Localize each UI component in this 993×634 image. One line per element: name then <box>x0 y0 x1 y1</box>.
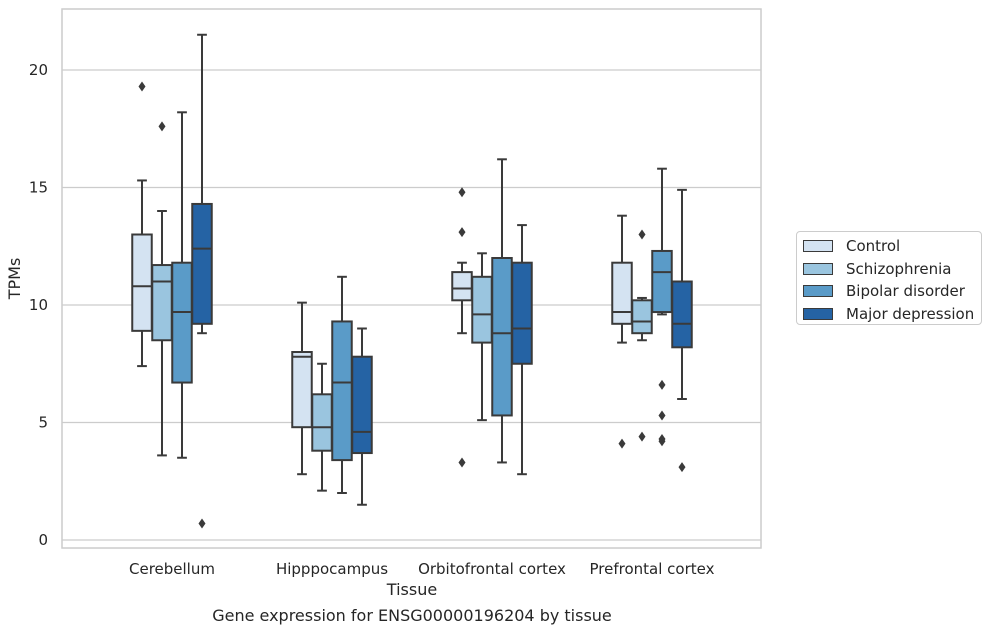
legend-item-major-depression: Major depression <box>803 303 981 326</box>
outlier-control-0-0 <box>138 81 146 92</box>
outlier-bipolar-disorder-3-3 <box>658 436 666 447</box>
box-major-depression-0 <box>191 33 213 529</box>
legend-swatch-control <box>803 240 833 253</box>
box-body-control-0 <box>131 233 153 332</box>
box-control-0 <box>131 81 153 368</box>
box-schizophrenia-3 <box>631 229 653 442</box>
x-tick-labels: Cerebellum Hipppocampus Orbitofrontal cort… <box>129 560 715 578</box>
y-tick-labels: 0 5 10 15 20 <box>29 61 48 549</box>
x-axis-label: Tissue <box>386 580 437 599</box>
y-tick-label-10: 10 <box>29 296 48 314</box>
box-body-schizophrenia-2 <box>471 275 493 344</box>
plot-frame <box>61 8 762 549</box>
box-body-major-depression-0 <box>191 202 213 325</box>
y-tick-label-15: 15 <box>29 179 48 197</box>
legend-label-control: Control <box>846 237 901 256</box>
box-control-2 <box>451 187 473 468</box>
box-body-schizophrenia-0 <box>151 264 173 342</box>
y-tick-label-0: 0 <box>38 531 48 549</box>
box-bipolar-disorder-1 <box>331 275 353 494</box>
x-tick-label-hipppocampus: Hipppocampus <box>276 560 388 578</box>
box-control-3 <box>611 214 633 449</box>
box-schizophrenia-2 <box>471 252 493 422</box>
legend-label-schizophrenia: Schizophrenia <box>846 259 952 278</box>
box-body-bipolar-disorder-2 <box>491 257 513 417</box>
outlier-control-2-1 <box>458 227 466 238</box>
outlier-schizophrenia-3-0 <box>638 229 646 240</box>
box-body-control-2 <box>451 271 473 302</box>
outlier-schizophrenia-3-1 <box>638 431 646 442</box>
legend-swatch-major-depression <box>803 307 833 320</box>
box-control-1 <box>291 301 313 476</box>
y-tick-label-5: 5 <box>38 414 48 432</box>
box-bipolar-disorder-0 <box>171 111 193 459</box>
legend: Control Schizophrenia Bipolar disorder M… <box>796 231 982 325</box>
box-bipolar-disorder-2 <box>491 158 513 464</box>
outlier-bipolar-disorder-3-1 <box>658 410 666 421</box>
legend-label-major-depression: Major depression <box>846 304 975 323</box>
box-major-depression-2 <box>511 224 533 476</box>
figure-caption: Gene expression for ENSG00000196204 by t… <box>212 606 612 625</box>
legend-item-schizophrenia: Schizophrenia <box>803 258 981 281</box>
box-body-schizophrenia-1 <box>311 393 333 452</box>
box-body-bipolar-disorder-1 <box>331 320 353 462</box>
outlier-schizophrenia-0-0 <box>158 121 166 132</box>
outlier-control-3-0 <box>618 438 626 449</box>
outlier-control-2-2 <box>458 457 466 468</box>
box-body-control-3 <box>611 261 633 325</box>
box-bipolar-disorder-3 <box>651 167 673 447</box>
y-axis-label: TPMs <box>5 258 24 301</box>
outlier-major-depression-0-0 <box>198 518 206 529</box>
x-tick-label-prefrontal-cortex: Prefrontal cortex <box>590 560 715 578</box>
legend-swatch-bipolar-disorder <box>803 285 833 298</box>
legend-item-control: Control <box>803 235 981 258</box>
y-tick-label-20: 20 <box>29 61 48 79</box>
box-body-schizophrenia-3 <box>631 299 653 335</box>
box-major-depression-1 <box>351 327 373 506</box>
box-body-bipolar-disorder-0 <box>171 261 193 384</box>
box-body-bipolar-disorder-3 <box>651 249 673 314</box>
x-tick-label-orbitofrontal-cortex: Orbitofrontal cortex <box>418 560 566 578</box>
x-tick-label-cerebellum: Cerebellum <box>129 560 215 578</box>
box-body-control-1 <box>291 351 313 429</box>
legend-item-bipolar-disorder: Bipolar disorder <box>803 280 981 303</box>
box-body-major-depression-2 <box>511 261 533 365</box>
legend-label-bipolar-disorder: Bipolar disorder <box>846 282 965 301</box>
legend-swatch-schizophrenia <box>803 262 833 275</box>
box-major-depression-3 <box>671 188 693 473</box>
outlier-control-2-0 <box>458 187 466 198</box>
box-body-major-depression-1 <box>351 355 373 455</box>
box-series <box>131 33 693 529</box>
outlier-bipolar-disorder-3-0 <box>658 379 666 390</box>
outlier-major-depression-3-0 <box>678 462 686 473</box>
box-schizophrenia-1 <box>311 362 333 492</box>
box-schizophrenia-0 <box>151 121 173 457</box>
box-body-major-depression-3 <box>671 280 693 349</box>
